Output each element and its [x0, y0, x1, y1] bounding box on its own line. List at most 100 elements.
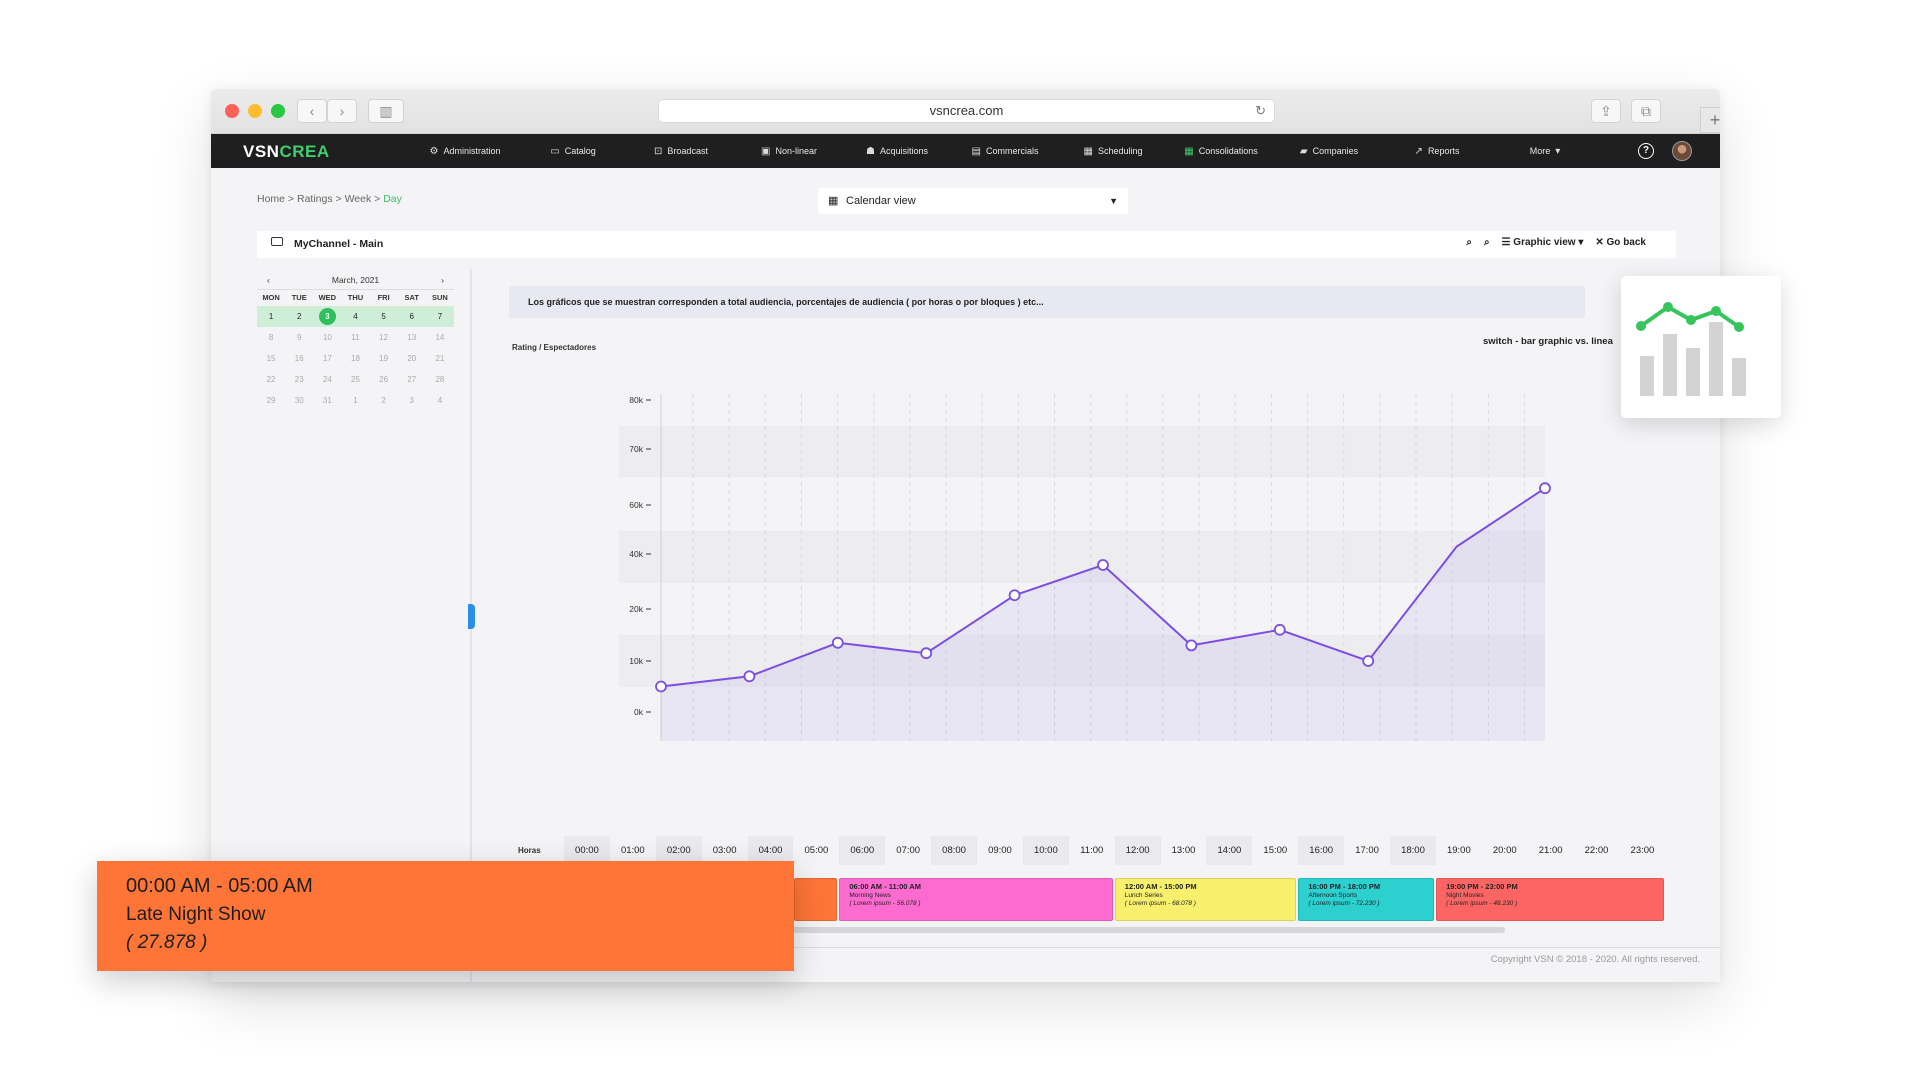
calendar-day[interactable]: 21 [435, 354, 445, 363]
calendar-grid: MON TUE WED THU FRI SAT SUN 1 2 3 4 5 6 7 8 9 10 11 12 13 14… [257, 290, 454, 411]
menu-item-consolidations[interactable]: ▦ Consolidations [1167, 134, 1275, 168]
share-icon[interactable]: ⇪ [1591, 99, 1621, 123]
breadcrumb-week[interactable]: Week [344, 193, 372, 205]
calendar-day[interactable]: 19 [379, 354, 389, 363]
x-tick-label: 20:00 [1492, 845, 1517, 856]
menu-item-label: Consolidations [1198, 146, 1258, 156]
program-block[interactable]: 19:00 PM - 23:00 PM Night Movies( Lorem i… [1436, 878, 1664, 921]
view-select[interactable]: ▦ Calendar view ▼ [818, 188, 1128, 214]
calendar-dow: FRI [377, 293, 390, 302]
calendar-day[interactable]: 4 [437, 396, 443, 405]
program-block[interactable]: 16:00 PM - 18:00 PM Afternoon Sports( Lor… [1298, 878, 1435, 921]
tv-icon [271, 237, 283, 246]
calendar-day[interactable]: 18 [351, 354, 360, 363]
avatar[interactable] [1672, 141, 1692, 161]
calendar-day[interactable]: 17 [322, 354, 332, 363]
calendar-day[interactable]: 6 [397, 306, 426, 327]
menu-item-catalog[interactable]: ▭ Catalog [519, 134, 627, 168]
trend-icon: ↗ [1414, 145, 1423, 157]
horizontal-scrollbar[interactable] [511, 927, 1505, 933]
sidebar-toggle-icon[interactable]: ▥ [368, 99, 404, 123]
menu-item-administration[interactable]: ⚙ Administration [411, 134, 519, 168]
data-point [831, 636, 844, 649]
calendar-day[interactable]: 31 [322, 396, 332, 405]
chart-type-card[interactable] [1621, 276, 1781, 418]
calendar-day[interactable]: 1 [353, 396, 358, 405]
calendar-dow: SAT [404, 293, 419, 302]
calendar-day[interactable]: 9 [296, 333, 302, 342]
program-block[interactable]: 06:00 AM - 11:00 AM Morning News( Lorem i… [839, 878, 1113, 921]
calendar-day[interactable]: 8 [268, 333, 274, 342]
calendar-day[interactable]: 20 [407, 354, 417, 363]
prev-month-icon[interactable]: ‹ [267, 275, 270, 285]
back-icon[interactable]: ‹ [297, 99, 327, 123]
program-block[interactable]: 12:00 AM - 15:00 PM Lunch Series( Lorem i… [1114, 878, 1297, 921]
copyright-text: Copyright VSN © 2018 - 2020. All rights … [1490, 954, 1700, 965]
caret-down-icon: ▾ [1555, 145, 1561, 157]
calendar-day[interactable]: 25 [351, 375, 360, 384]
calendar-day[interactable]: 26 [379, 375, 389, 384]
calendar-header: ‹ March, 2021 › [257, 270, 454, 290]
breadcrumb-ratings[interactable]: Ratings [296, 193, 333, 205]
program-block-time: 19:00 PM - 23:00 PM [1446, 882, 1518, 891]
calendar-day[interactable]: 29 [266, 396, 276, 405]
menu-item-reports[interactable]: ↗ Reports [1383, 134, 1491, 168]
calendar-day[interactable]: 2 [381, 396, 386, 405]
reload-icon[interactable]: ↻ [1255, 103, 1266, 118]
calendar-day[interactable]: 10 [322, 333, 332, 342]
menu-item-label: Scheduling [1097, 146, 1143, 156]
data-point [1273, 623, 1286, 636]
menu-item-commercials[interactable]: ▤ Commercials [951, 134, 1059, 168]
zoom-out-icon[interactable]: ⌕ [1483, 237, 1490, 248]
forward-icon[interactable]: › [327, 99, 357, 123]
menu-item-broadcast[interactable]: ⊡ Broadcast [627, 134, 735, 168]
program-block[interactable] [793, 878, 838, 921]
calendar-day[interactable]: 1 [257, 306, 286, 327]
menu-item-acquisitions[interactable]: ☗ Acquisitions [843, 134, 951, 168]
calendar-day[interactable]: 12 [379, 333, 389, 342]
panel-collapse-handle[interactable] [468, 604, 475, 629]
menu-item-more[interactable]: More ▾ [1491, 134, 1599, 168]
chart-switch-label[interactable]: switch - bar graphic vs. linea [1483, 336, 1613, 347]
next-month-icon[interactable]: › [441, 275, 444, 285]
menu-item-non-linear[interactable]: ▣ Non-linear [735, 134, 843, 168]
calendar-day[interactable]: 28 [435, 375, 445, 384]
calendar-day[interactable]: 2 [285, 306, 314, 327]
calendar-day[interactable]: 30 [294, 396, 304, 405]
app-logo[interactable]: VSNCREA [243, 142, 330, 162]
calendar-dow: WED [318, 293, 337, 302]
calendar-day[interactable]: 24 [322, 375, 332, 384]
main-menu: ⚙ Administration ▭ Catalog ⊡ Broadcast ▣ Non-li… [411, 134, 1599, 168]
breadcrumb-home[interactable]: Home [257, 193, 286, 205]
calendar-day[interactable]: 5 [369, 306, 398, 327]
calendar-day[interactable]: 14 [435, 333, 445, 342]
menu-item-companies[interactable]: ▰ Companies [1275, 134, 1383, 168]
calendar-day[interactable]: 3 [409, 396, 414, 405]
new-tab-icon[interactable]: + [1700, 107, 1720, 133]
calendar-day[interactable]: 4 [341, 306, 370, 327]
graphic-view-dropdown[interactable]: ☰ Graphic view ▾ [1501, 237, 1584, 248]
maximize-window-button[interactable] [271, 104, 285, 118]
menu-item-scheduling[interactable]: ▦ Scheduling [1059, 134, 1167, 168]
calendar-day[interactable]: 7 [425, 306, 454, 327]
calendar-day[interactable]: 22 [266, 375, 276, 384]
screen-icon: ▣ [761, 145, 771, 157]
mini-calendar: ‹ March, 2021 › MON TUE WED THU FRI SAT SUN 1 2 3… [257, 270, 454, 411]
minimize-window-button[interactable] [248, 104, 262, 118]
help-icon[interactable]: ? [1638, 143, 1654, 159]
calendar-dow: TUE [291, 293, 307, 302]
tabs-icon[interactable]: ⧉ [1631, 99, 1661, 123]
calendar-day[interactable]: 16 [294, 354, 304, 363]
go-back-button[interactable]: ✕ Go back [1595, 237, 1646, 248]
calendar-day[interactable]: 15 [266, 354, 276, 363]
calendar-day[interactable]: 11 [351, 333, 360, 342]
calendar-day[interactable]: 27 [407, 375, 417, 384]
calendar-day[interactable]: 3 [313, 306, 342, 327]
calendar-day[interactable]: 13 [407, 333, 417, 342]
zoom-in-icon[interactable]: ⌕ [1466, 237, 1472, 248]
address-bar[interactable]: vsncrea.com ↻ [658, 99, 1275, 123]
calendar-day[interactable]: 23 [294, 375, 304, 384]
close-window-button[interactable] [225, 104, 239, 118]
x-tick-label: 00:00 [564, 836, 610, 865]
